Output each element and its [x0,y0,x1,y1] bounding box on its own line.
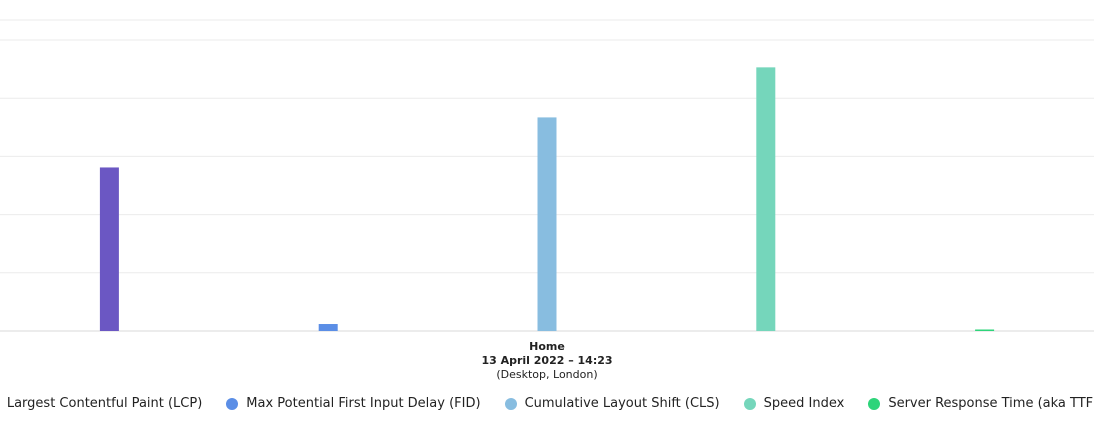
chart-plot [0,19,1094,332]
legend-item-cls[interactable]: Cumulative Layout Shift (CLS) [504,396,720,411]
legend-marker-speed-index [743,397,756,410]
legend-label-fid: Max Potential First Input Delay (FID) [246,396,481,411]
chart-legend: Largest Contentful Paint (LCP) Max Poten… [0,396,1094,411]
legend-marker-ttfb [868,397,881,410]
legend-label-cls: Cumulative Layout Shift (CLS) [524,396,720,411]
legend-item-ttfb[interactable]: Server Response Time (aka TTFB) [868,396,1094,411]
bar-speed-index[interactable] [756,67,776,331]
legend-marker-cls [504,397,517,410]
x-category-date: 13 April 2022 – 14:23 [481,354,613,367]
legend-label-speed-index: Speed Index [763,396,845,411]
x-category-page: Home [529,340,565,353]
bar-cumulative-layout-shift-cls[interactable] [537,117,557,331]
bar-max-potential-first-input-delay-fid[interactable] [318,324,338,331]
x-category-context: (Desktop, London) [496,368,598,381]
legend-label-lcp: Largest Contentful Paint (LCP) [6,396,203,411]
bar-largest-contentful-paint-lcp[interactable] [99,167,119,331]
legend-item-lcp[interactable]: Largest Contentful Paint (LCP) [0,396,202,411]
x-axis-category: Home 13 April 2022 – 14:23 (Desktop, Lon… [0,340,1094,382]
bar-server-response-time-aka-ttfb[interactable] [975,329,995,332]
legend-item-speed-index[interactable]: Speed Index [743,396,845,411]
legend-label-ttfb: Server Response Time (aka TTFB) [888,396,1094,411]
legend-marker-fid [226,397,239,410]
legend-item-fid[interactable]: Max Potential First Input Delay (FID) [226,396,481,411]
